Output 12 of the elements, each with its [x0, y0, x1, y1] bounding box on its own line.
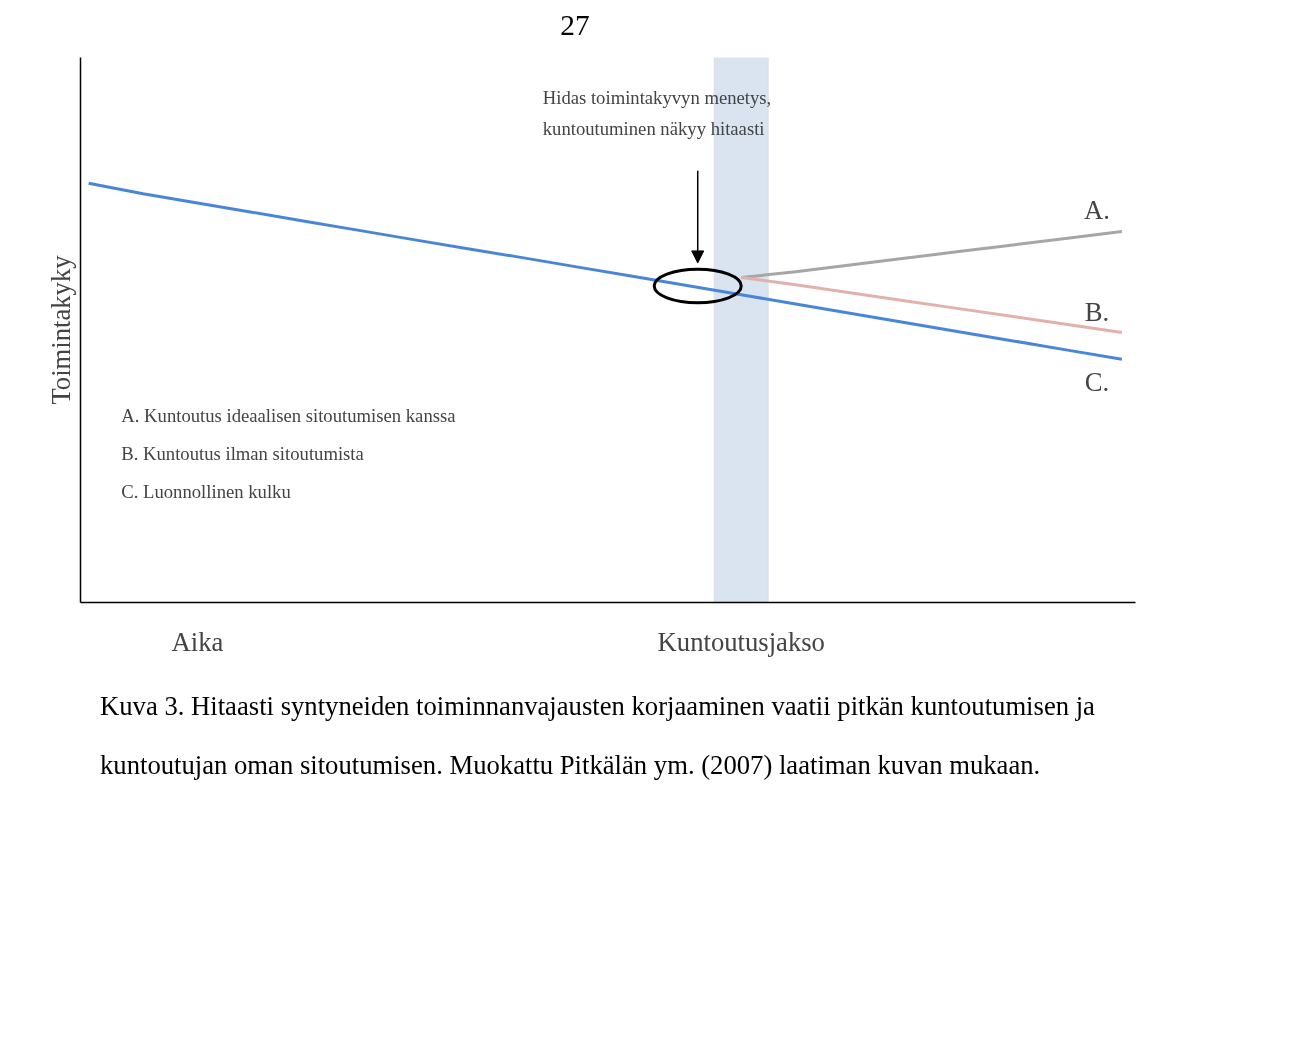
annotation: C. Luonnollinen kulku [121, 480, 292, 502]
text: Kuva 3. Hitaasti syntyneiden toiminnanvajausten korjaaminen vaatii pitkän kuntoutumisen ja kuntoutujan oman sitoutumisen. Muokattu Pitkälän ym. (2007) laatiman kuvan mukaan. [100, 689, 1096, 782]
text: Hidas toimintakyvyn menetys, kuntoutuminen näkyy hitaasti [542, 86, 772, 140]
x-tick-label: Kuntoutusjakso [657, 626, 825, 657]
text: 27 [560, 8, 590, 43]
annotation: A. Kuntoutus ideaalisen sitoutumisen kanssa [121, 405, 457, 427]
annotation: B. Kuntoutus ilman sitoutumista [121, 443, 365, 465]
series-label: C. [1084, 367, 1110, 398]
series-label: B. [1084, 296, 1110, 327]
x-tick-label: Aika [171, 626, 224, 657]
y-axis-title: Toimintakyky [45, 254, 76, 405]
series-label: A. [1083, 195, 1110, 226]
